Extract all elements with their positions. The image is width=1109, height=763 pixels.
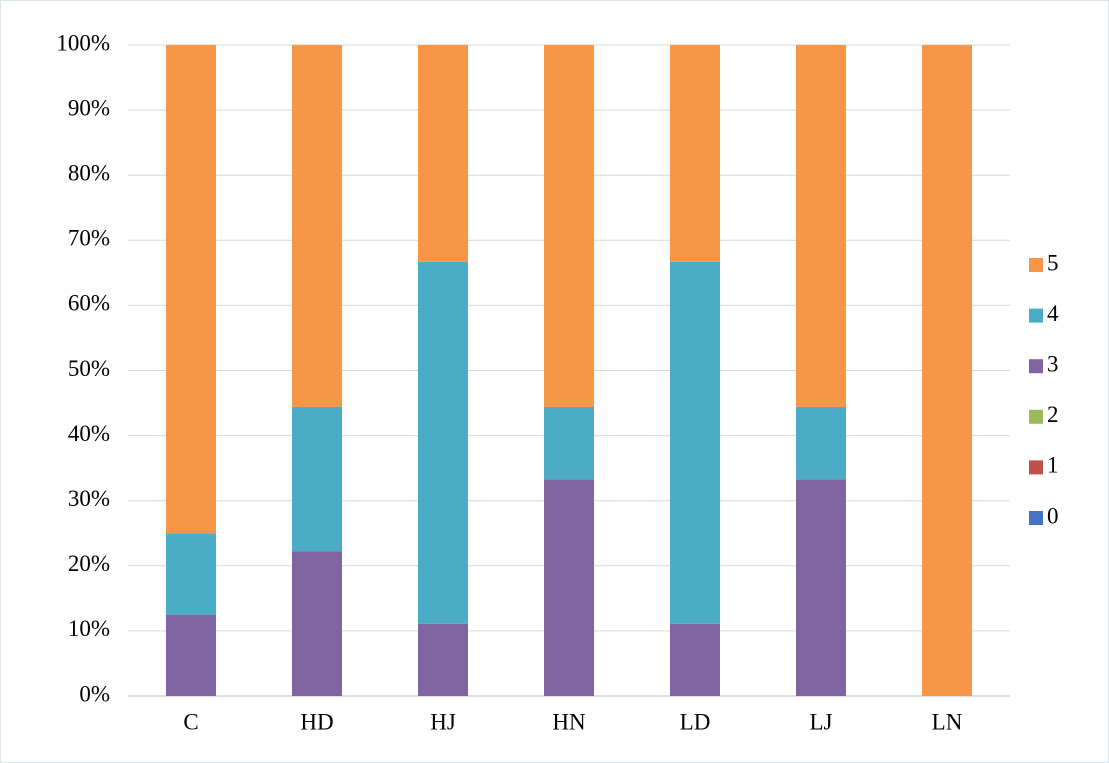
legend-swatch — [1029, 258, 1043, 272]
legend-swatch — [1029, 359, 1043, 374]
y-tick-label: 70% — [68, 226, 110, 251]
legend-swatch — [1029, 409, 1043, 424]
legend-label: 1 — [1047, 453, 1059, 478]
y-tick-label: 80% — [68, 160, 110, 185]
y-tick-label: 60% — [68, 291, 110, 316]
x-tick-label: LJ — [810, 709, 833, 734]
bar-segment — [670, 45, 720, 262]
bar-segment — [292, 45, 342, 407]
bar-segment — [796, 406, 846, 480]
y-tick-label: 10% — [68, 616, 110, 641]
bar-segment — [166, 533, 216, 615]
bar-segment — [418, 623, 468, 696]
bar-segment — [292, 551, 342, 696]
bar-segment — [796, 45, 846, 407]
bar-segment — [418, 261, 468, 624]
legend-label: 4 — [1047, 301, 1059, 326]
legend-label: 0 — [1047, 503, 1059, 528]
legend-label: 5 — [1047, 250, 1059, 275]
bar-segment — [292, 406, 342, 552]
bar-segment — [922, 45, 972, 696]
x-tick-label: HD — [300, 709, 333, 734]
bar-segment — [418, 45, 468, 262]
bar-segment — [544, 406, 594, 480]
y-tick-label: 50% — [68, 356, 110, 381]
bar-segment — [670, 261, 720, 624]
legend-swatch — [1029, 308, 1043, 323]
y-tick-label: 90% — [68, 95, 110, 120]
legend-label: 3 — [1047, 351, 1059, 376]
y-tick-label: 20% — [68, 551, 110, 576]
x-tick-label: LN — [932, 709, 963, 734]
bar-segment — [166, 614, 216, 696]
y-tick-label: 100% — [56, 30, 110, 55]
legend-swatch — [1029, 511, 1043, 525]
legend-label: 2 — [1047, 402, 1059, 427]
bar-segment — [670, 623, 720, 696]
bar-segment — [544, 479, 594, 696]
x-tick-label: C — [183, 709, 198, 734]
legend-swatch — [1029, 460, 1043, 475]
x-tick-label: HJ — [430, 709, 456, 734]
y-tick-label: 0% — [79, 681, 110, 706]
y-tick-label: 30% — [68, 486, 110, 511]
y-tick-label: 40% — [68, 421, 110, 446]
bar-segment — [166, 45, 216, 534]
x-tick-label: HN — [552, 709, 586, 734]
x-tick-label: LD — [680, 709, 711, 734]
bar-segment — [544, 45, 594, 407]
bar-segment — [796, 479, 846, 696]
